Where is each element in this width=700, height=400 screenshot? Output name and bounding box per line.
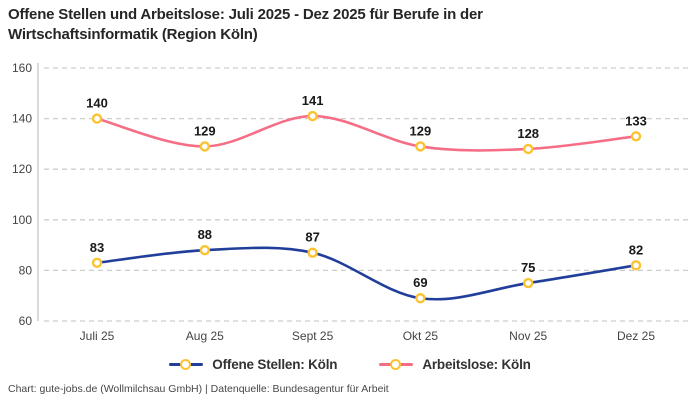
y-axis-tick-label: 140 — [12, 112, 32, 126]
data-point-marker — [91, 113, 103, 124]
y-axis-tick-label: 160 — [12, 61, 32, 75]
series-line — [95, 246, 638, 301]
x-axis-tick-label: Okt 25 — [403, 329, 439, 343]
y-axis-tick-label: 60 — [19, 314, 33, 328]
legend-label-arbeitslose: Arbeitslose: Köln — [422, 357, 531, 372]
data-point-marker — [630, 131, 642, 142]
data-point-marker — [415, 293, 426, 304]
y-axis-tick-label: 100 — [12, 213, 32, 227]
data-point-marker — [307, 247, 318, 258]
y-axis-tick-label: 120 — [12, 162, 32, 176]
data-point-marker — [523, 143, 534, 155]
data-point-marker — [91, 257, 103, 269]
data-point-label: 69 — [413, 275, 427, 290]
x-axis-tick-label: Aug 25 — [186, 329, 224, 343]
chart-source-note: Chart: gute-jobs.de (Wollmilchsau GmbH) … — [8, 383, 389, 395]
data-point-marker — [199, 141, 211, 152]
data-point-label: 129 — [194, 123, 216, 138]
x-axis-tick-label: Nov 25 — [509, 329, 547, 343]
data-point-label: 83 — [90, 240, 104, 255]
data-point-marker — [523, 277, 534, 289]
x-axis-tick-label: Juli 25 — [80, 329, 115, 343]
data-point-label: 75 — [521, 260, 535, 275]
data-point-label: 129 — [410, 123, 432, 138]
x-axis-tick-label: Dez 25 — [617, 329, 655, 343]
data-point-marker — [415, 141, 426, 152]
series-line — [95, 114, 638, 152]
data-point-marker — [630, 260, 642, 271]
data-point-label: 141 — [302, 93, 324, 108]
chart-legend: Offene Stellen: Köln Arbeitslose: Köln — [0, 357, 700, 372]
data-point-label: 88 — [198, 227, 212, 242]
line-marker-swatch-icon — [379, 359, 414, 370]
data-point-marker — [307, 110, 318, 122]
data-point-label: 140 — [86, 96, 108, 111]
data-point-marker — [199, 244, 211, 256]
y-axis-tick-label: 80 — [19, 263, 33, 277]
data-point-label: 128 — [517, 126, 539, 141]
chart-title: Offene Stellen und Arbeitslose: Juli 202… — [8, 6, 483, 43]
data-point-label: 133 — [625, 113, 647, 128]
legend-item-offene-stellen: Offene Stellen: Köln — [169, 357, 338, 372]
line-marker-swatch-icon — [169, 359, 204, 370]
data-point-label: 87 — [305, 230, 319, 245]
legend-item-arbeitslose: Arbeitslose: Köln — [379, 357, 531, 372]
legend-label-offene-stellen: Offene Stellen: Köln — [212, 357, 338, 372]
data-point-label: 82 — [629, 242, 643, 257]
x-axis-tick-label: Sept 25 — [292, 329, 334, 343]
